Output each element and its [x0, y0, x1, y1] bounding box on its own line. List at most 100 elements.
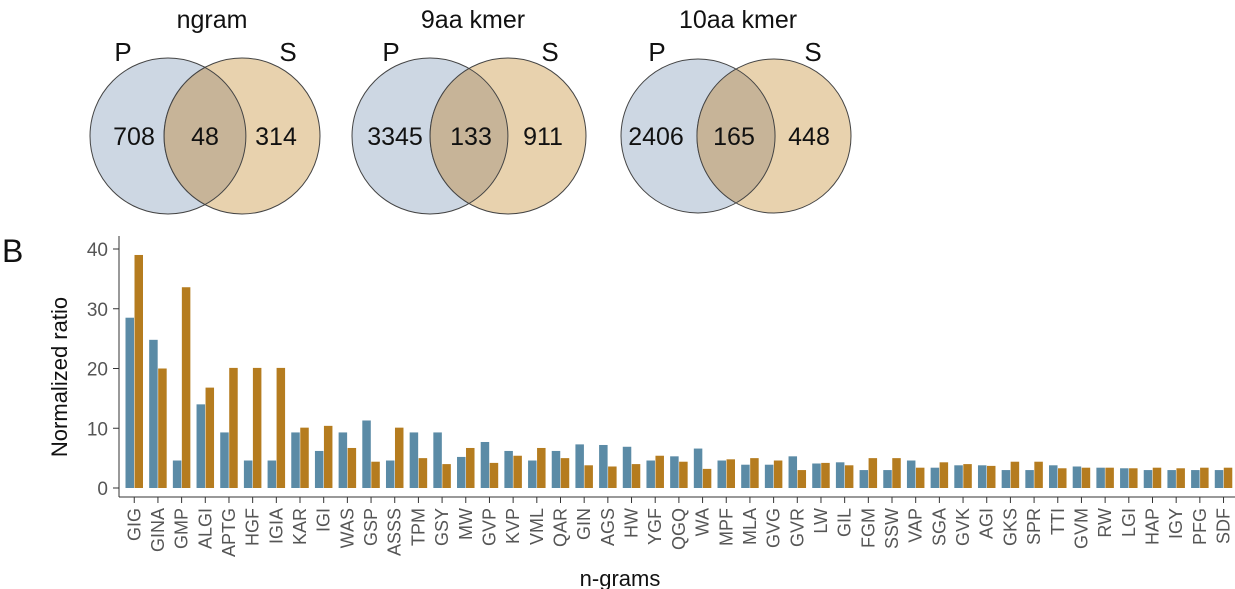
bar-p-gvg: [764, 464, 774, 488]
bar-p-vap: [906, 460, 916, 488]
bar-p-aptg: [220, 432, 229, 488]
bar-p-vml: [528, 460, 537, 488]
x-tick-label: HW: [622, 508, 642, 538]
bar-p-tti: [1049, 465, 1058, 488]
x-axis-title: n-grams: [580, 566, 661, 589]
venn-overlap-region: [696, 68, 776, 204]
x-tick-label: AGI: [977, 508, 997, 539]
bar-s-gvk: [963, 464, 972, 488]
bar-s-vml: [537, 447, 546, 488]
x-tick-label: IGI: [314, 508, 334, 532]
bar-s-fgm: [868, 458, 878, 489]
bar-p-lw: [812, 463, 821, 488]
venn-right-count: 911: [523, 123, 563, 151]
y-tick-label: 40: [87, 240, 108, 261]
bar-s-lw: [821, 462, 830, 488]
venn-diagram-1: ngram P S 708 48 314: [89, 6, 321, 215]
bar-p-qgq: [670, 456, 679, 488]
bar-s-lgi: [1129, 468, 1138, 488]
bar-s-kvp: [513, 455, 522, 488]
bar-p-kvp: [504, 450, 513, 488]
bar-p-mla: [741, 464, 750, 488]
bar-p-gvk: [954, 465, 963, 488]
bar-p-gsy: [433, 432, 442, 488]
y-tick-label: 20: [87, 360, 108, 381]
bar-s-hgf: [252, 367, 262, 488]
bar-p-qar: [551, 450, 561, 488]
bar-s-igy: [1176, 468, 1185, 488]
venn-diagram-3: 10aa kmer P S 2406 165 448: [620, 6, 852, 214]
y-tick-label: 0: [97, 479, 108, 500]
bar-p-sga: [930, 467, 940, 488]
bar-p-igi: [314, 450, 324, 488]
venn-overlap-count: 48: [191, 123, 219, 151]
venn-right-count: 448: [788, 123, 830, 151]
bar-s-qgq: [679, 461, 688, 488]
bar-s-mpf: [726, 459, 735, 488]
bar-s-gks: [1010, 461, 1020, 488]
x-tick-label: IGIA: [266, 508, 286, 544]
bar-p-gsp: [362, 420, 371, 488]
x-tick-label: IGY: [1166, 508, 1186, 539]
bar-p-igia: [267, 460, 277, 488]
venn-overlap-count: 133: [450, 123, 492, 151]
x-tick-label: QAR: [550, 508, 570, 547]
bars: [125, 254, 1233, 489]
x-tick-label: YGF: [645, 508, 665, 545]
x-tick-label: GVG: [764, 508, 784, 548]
x-tick-label: MLA: [740, 508, 760, 545]
x-tick-label: RW: [1095, 508, 1115, 538]
x-tick-label: GVM: [1071, 508, 1091, 549]
bar-s-gin: [584, 465, 593, 488]
x-tick-label: QGQ: [669, 508, 689, 550]
venn-title: 9aa kmer: [421, 6, 525, 34]
bar-s-rw: [1105, 467, 1114, 488]
venn-right-label: S: [804, 37, 821, 67]
panel-label: B: [2, 233, 23, 269]
bar-s-tti: [1058, 468, 1067, 488]
venn-overlap-count: 165: [713, 123, 755, 151]
bar-p-algi: [196, 404, 206, 488]
venn-left-count: 708: [113, 123, 155, 151]
bar-p-agi: [977, 465, 987, 488]
bar-p-gvp: [480, 441, 490, 488]
x-tick-label: PFG: [1190, 508, 1210, 545]
bar-s-igi: [323, 425, 333, 488]
y-axis-title: Normalized ratio: [47, 297, 72, 457]
x-tick-label: GVK: [953, 508, 973, 546]
x-tick-label: GIL: [835, 508, 855, 537]
bar-p-hw: [622, 446, 632, 488]
bar-s-vap: [915, 467, 925, 488]
bar-p-igy: [1167, 470, 1176, 488]
y-tick-label: 30: [87, 300, 108, 321]
bar-s-ygf: [655, 455, 664, 488]
x-tick-label: KAR: [290, 508, 310, 545]
venn-right-count: 314: [255, 123, 297, 151]
bar-s-gvp: [489, 462, 499, 488]
bar-s-hw: [631, 464, 641, 488]
bar-s-pfg: [1200, 467, 1209, 488]
venn-overlap-region: [429, 67, 509, 205]
x-tick-label: GKS: [1000, 508, 1020, 546]
bar-s-aptg: [229, 367, 238, 488]
bar-s-hap: [1152, 467, 1162, 488]
bar-p-gvr: [788, 456, 798, 488]
bar-p-tpm: [409, 432, 419, 488]
bar-s-gig: [134, 254, 143, 488]
bar-p-gina: [149, 339, 158, 488]
bar-p-gil: [835, 462, 845, 488]
bar-p-kar: [291, 432, 300, 488]
y-tick-label: 10: [87, 419, 108, 440]
bar-p-wa: [693, 448, 703, 488]
x-tick-label: VML: [527, 508, 547, 545]
bar-p-gvm: [1072, 466, 1082, 488]
x-tick-label: LGI: [1119, 508, 1139, 537]
bar-s-qar: [560, 458, 570, 489]
bar-p-mw: [457, 456, 466, 488]
x-tick-label: GSY: [432, 508, 452, 546]
venn-title: ngram: [177, 6, 248, 34]
x-tick-label: GSP: [361, 508, 381, 546]
bar-p-gks: [1001, 470, 1011, 488]
